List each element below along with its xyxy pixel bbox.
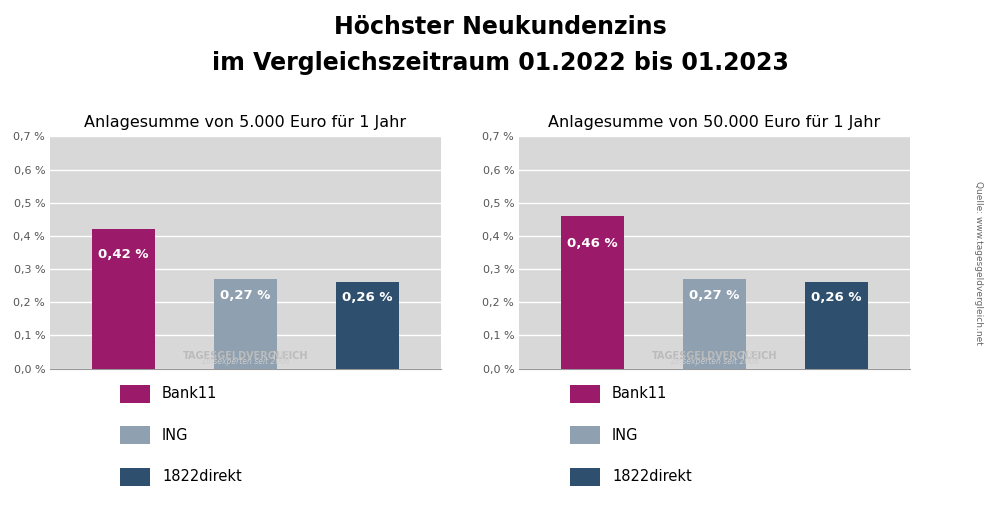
Bar [336, 282, 399, 369]
Text: Höchster Neukundenzins
im Vergleichszeitraum 01.2022 bis 01.2023: Höchster Neukundenzins im Vergleichszeit… [212, 15, 788, 75]
Text: ING: ING [612, 428, 639, 443]
Text: TAGESGELDVERGLEICH: TAGESGELDVERGLEICH [652, 351, 777, 361]
Text: 0,27 %: 0,27 % [220, 289, 271, 301]
Text: 0,27 %: 0,27 % [689, 289, 740, 301]
Text: 0,42 %: 0,42 % [98, 248, 149, 261]
Text: .NET: .NET [667, 351, 762, 361]
Text: TAGESGELDVERGLEICH: TAGESGELDVERGLEICH [183, 351, 308, 361]
Text: Zinsexperten seit 2006: Zinsexperten seit 2006 [670, 358, 759, 366]
Text: 0,26 %: 0,26 % [811, 291, 862, 305]
Bar [92, 229, 155, 369]
Text: 1822direkt: 1822direkt [162, 469, 242, 484]
Text: Quelle: www.tagesgeldvergleich.net: Quelle: www.tagesgeldvergleich.net [974, 181, 982, 344]
Bar [805, 282, 868, 369]
Text: .NET: .NET [198, 351, 293, 361]
Text: 1822direkt: 1822direkt [612, 469, 692, 484]
Text: 0,26 %: 0,26 % [342, 291, 393, 305]
Title: Anlagesumme von 50.000 Euro für 1 Jahr: Anlagesumme von 50.000 Euro für 1 Jahr [548, 115, 881, 130]
Title: Anlagesumme von 5.000 Euro für 1 Jahr: Anlagesumme von 5.000 Euro für 1 Jahr [84, 115, 407, 130]
Text: Bank11: Bank11 [162, 386, 217, 401]
Bar [561, 216, 624, 369]
Bar [683, 279, 746, 369]
Text: Bank11: Bank11 [612, 386, 667, 401]
Text: ING: ING [162, 428, 188, 443]
Text: 0,46 %: 0,46 % [567, 237, 618, 250]
Text: Zinsexperten seit 2006: Zinsexperten seit 2006 [201, 358, 290, 366]
Bar [214, 279, 277, 369]
